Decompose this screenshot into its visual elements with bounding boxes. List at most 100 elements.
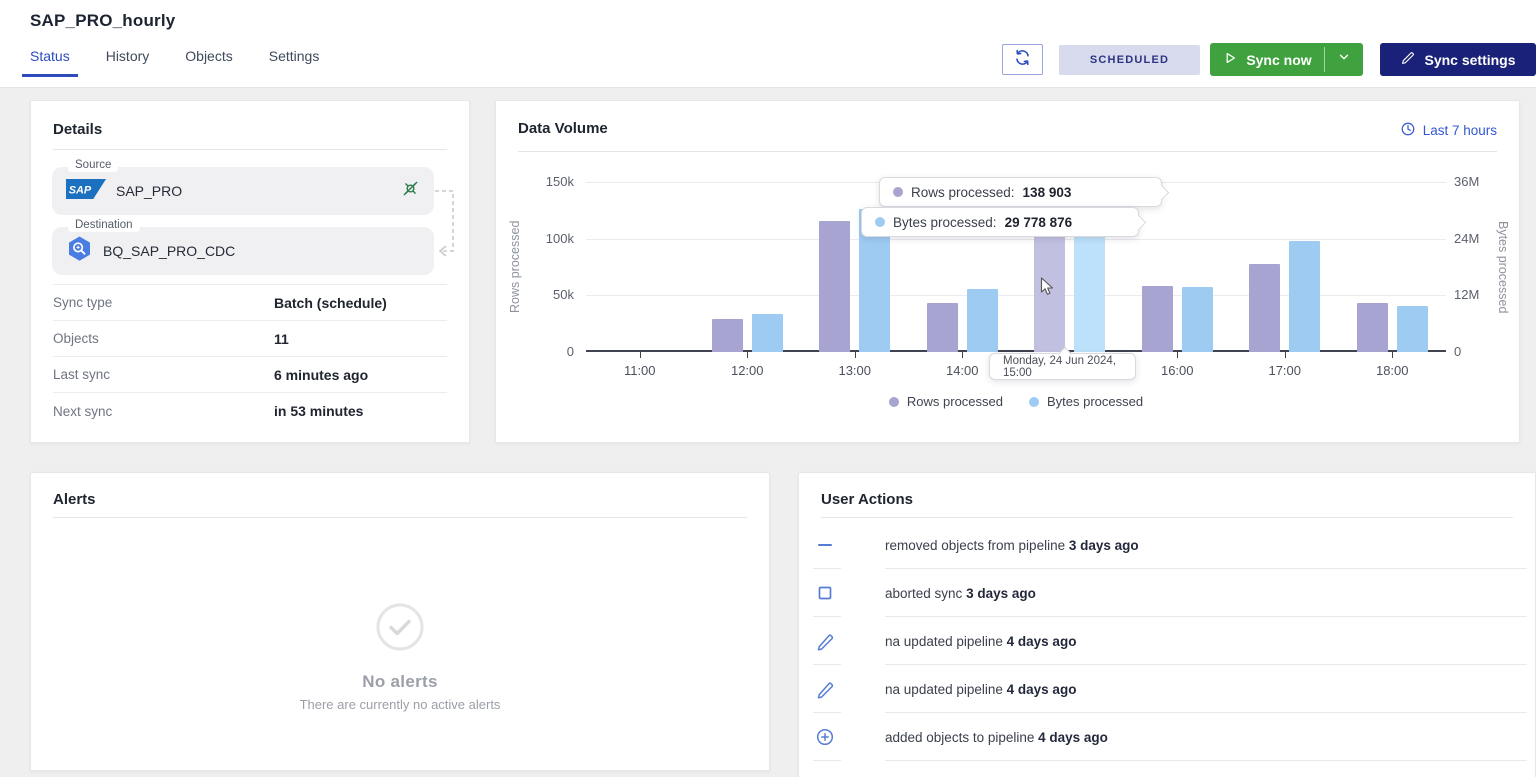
row-value: 6 minutes ago — [274, 366, 369, 383]
tooltip-rows-value: 138 903 — [1022, 184, 1072, 200]
y-tick-right: 12M — [1454, 287, 1480, 302]
sync-now-dropdown[interactable] — [1325, 43, 1363, 76]
bar[interactable] — [966, 289, 998, 352]
tab-objects[interactable]: Objects — [185, 48, 233, 64]
destination-name: BQ_SAP_PRO_CDC — [103, 243, 236, 259]
source-box[interactable]: Source SAP SAP_PRO — [52, 158, 434, 215]
bar[interactable] — [1249, 264, 1281, 352]
bar[interactable] — [711, 319, 743, 352]
bar[interactable] — [751, 314, 783, 352]
action-timestamp: 4 days ago — [1038, 729, 1108, 745]
tooltip-date: Monday, 24 Jun 2024, 15:00 — [989, 353, 1136, 380]
time-range-link[interactable]: Last 7 hours — [1400, 121, 1497, 140]
x-tick: 14:00 — [909, 352, 1017, 380]
row-value: 11 — [274, 330, 289, 347]
tooltip-bytes-value: 29 778 876 — [1004, 214, 1073, 230]
tab-history[interactable]: History — [105, 48, 150, 64]
details-card: Details Source SAP SAP_PRO Destination — [30, 100, 470, 443]
sap-logo-icon: SAP — [66, 178, 106, 204]
y-tick-left: 150k — [545, 174, 574, 189]
stop-square-icon — [813, 583, 837, 603]
header: SAP_PRO_hourly Status History Objects Se… — [0, 0, 1536, 88]
x-tick: 16:00 — [1124, 352, 1232, 380]
action-timestamp: 3 days ago — [1068, 537, 1139, 553]
x-axis-line — [586, 350, 1446, 352]
bar[interactable] — [819, 221, 851, 352]
y-tick-right: 0 — [1454, 344, 1462, 359]
mouse-cursor — [1040, 277, 1055, 303]
alerts-title: Alerts — [53, 491, 96, 508]
refresh-button[interactable] — [1002, 44, 1043, 75]
bar[interactable] — [1356, 303, 1388, 352]
user-actions-title: User Actions — [821, 491, 913, 508]
action-text: updated pipeline — [903, 681, 1003, 697]
right-axis-title: Bytes processed — [1496, 220, 1510, 314]
rows-legend-dot — [888, 396, 899, 407]
minus-icon — [813, 535, 837, 555]
refresh-icon — [1013, 48, 1032, 72]
list-item: na updated pipeline 4 days ago — [799, 617, 1535, 665]
sync-now-main[interactable]: Sync now — [1210, 43, 1324, 76]
bar[interactable] — [1289, 241, 1321, 352]
table-row: Last sync 6 minutes ago — [53, 357, 447, 393]
divider — [821, 517, 1513, 518]
x-tick: 11:00 — [586, 352, 694, 380]
tooltip-date-text: Monday, 24 Jun 2024, 15:00 — [1003, 354, 1116, 379]
alerts-card: Alerts No alerts There are currently no … — [30, 472, 770, 771]
source-name: SAP_PRO — [116, 183, 183, 199]
source-label: Source — [68, 158, 119, 172]
data-volume-card: Data Volume Last 7 hours Rows processed … — [495, 100, 1520, 443]
bar[interactable] — [926, 303, 958, 352]
gridline — [586, 295, 1446, 297]
sync-settings-button[interactable]: Sync settings — [1380, 43, 1536, 76]
source-destination-connector — [435, 190, 454, 257]
list-item: removed objects from pipeline 3 days ago — [799, 521, 1535, 569]
left-axis-title: Rows processed — [508, 220, 522, 314]
bar[interactable] — [1396, 306, 1428, 352]
destination-box[interactable]: Destination BQ_SAP_PRO_CDC — [52, 218, 434, 275]
tooltip-bytes-label: Bytes processed: — [893, 214, 997, 230]
y-tick-right: 36M — [1454, 174, 1480, 189]
action-timestamp: 4 days ago — [1006, 681, 1077, 697]
details-table: Sync type Batch (schedule) Objects 11 La… — [53, 284, 447, 429]
bar[interactable] — [1141, 286, 1173, 352]
gridline — [586, 238, 1446, 240]
tab-settings[interactable]: Settings — [268, 48, 320, 64]
play-icon — [1222, 50, 1238, 69]
circle-plus-icon — [813, 727, 837, 747]
clock-icon — [1400, 121, 1416, 140]
sync-now-button[interactable]: Sync now — [1210, 43, 1363, 76]
list-item: na updated pipeline 4 days ago — [799, 665, 1535, 713]
bar[interactable] — [1181, 287, 1213, 352]
user-actions-list: removed objects from pipeline 3 days ago… — [799, 521, 1535, 761]
tooltip-rows: Rows processed: 138 903 — [879, 177, 1162, 207]
action-timestamp: 3 days ago — [966, 585, 1036, 601]
sync-settings-label: Sync settings — [1424, 51, 1516, 68]
table-row: Next sync in 53 minutes — [53, 393, 447, 429]
time-range-label: Last 7 hours — [1422, 123, 1497, 138]
details-title: Details — [53, 121, 103, 138]
x-tick: 18:00 — [1339, 352, 1447, 380]
redaction-overlay — [841, 521, 885, 777]
tooltip-rows-label: Rows processed: — [911, 184, 1015, 200]
tab-bar: Status History Objects Settings — [22, 48, 327, 77]
alerts-empty-state: No alerts There are currently no active … — [31, 517, 769, 770]
destination-label: Destination — [68, 218, 140, 232]
x-tick: 12:00 — [694, 352, 802, 380]
row-value: Batch (schedule) — [274, 294, 387, 311]
status-badge: SCHEDULED — [1059, 45, 1200, 75]
x-tick: 13:00 — [801, 352, 909, 380]
legend-item-rows: Rows processed — [888, 394, 1003, 409]
user-actions-card: User Actions removed objects from pipeli… — [798, 472, 1536, 777]
action-user-fragment: na — [885, 633, 901, 649]
bigquery-icon — [66, 235, 93, 267]
y-tick-left: 50k — [553, 287, 574, 302]
check-circle-icon — [374, 601, 426, 658]
action-text: removed objects from pipeline — [885, 537, 1066, 553]
sync-now-label: Sync now — [1246, 51, 1312, 68]
tooltip-bytes: Bytes processed: 29 778 876 — [861, 207, 1139, 237]
row-label: Sync type — [53, 295, 113, 310]
tab-status[interactable]: Status — [22, 48, 78, 77]
divider — [53, 149, 447, 150]
no-alerts-subtitle: There are currently no active alerts — [299, 697, 501, 712]
